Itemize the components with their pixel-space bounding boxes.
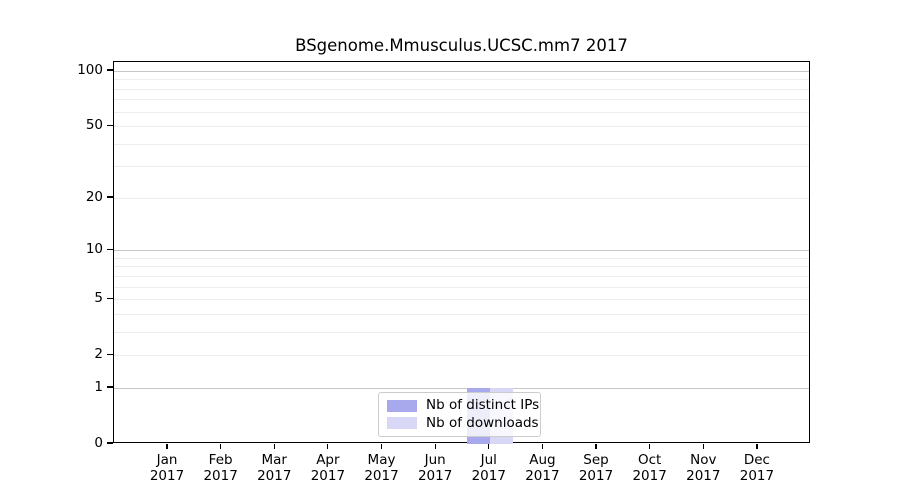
chart-title: BSgenome.Mmusculus.UCSC.mm7 2017 [295,36,628,55]
x-axis-tick-label: May 2017 [364,452,399,484]
plot-area [113,61,810,444]
x-axis-tick-label: Mar 2017 [257,452,292,484]
minor-gridline [114,331,809,333]
minor-gridline [114,197,809,199]
major-gridline [114,387,809,389]
legend-swatch-distinct-ips-icon [387,399,417,412]
minor-gridline [114,286,809,288]
minor-gridline [114,111,809,113]
x-axis-tick-label: Apr 2017 [310,452,346,484]
minor-gridline [114,88,809,90]
x-axis-tick [541,443,543,449]
minor-gridline [114,275,809,277]
x-axis-tick [327,443,329,449]
legend-item-downloads: Nb of downloads [387,415,539,431]
x-axis-tick [434,443,436,449]
y-axis-tick [107,124,113,126]
major-gridline [114,250,809,252]
legend-item-distinct-ips: Nb of distinct IPs [387,398,539,413]
minor-gridline [114,313,809,315]
minor-gridline [114,355,809,357]
y-axis-tick-label: 20 [85,188,103,205]
legend: Nb of distinct IPs Nb of downloads [378,392,541,437]
x-axis-tick-label: Nov 2017 [686,452,721,484]
x-axis-tick-label: Aug 2017 [525,452,560,484]
y-axis-tick [107,69,113,71]
x-axis-tick [488,443,490,449]
minor-gridline [114,166,809,168]
x-axis-tick [595,443,597,449]
legend-label-distinct-ips: Nb of distinct IPs [426,397,540,414]
x-axis-tick [273,443,275,449]
x-axis-tick-label: Jun 2017 [417,452,453,484]
y-axis-tick-label: 0 [94,435,103,451]
y-axis-tick-label: 100 [77,62,103,78]
y-axis-tick-label: 50 [85,117,103,134]
y-axis-tick [107,386,113,388]
x-axis-tick-label: Oct 2017 [632,452,667,484]
y-axis-tick-label: 10 [85,241,103,258]
legend-swatch-downloads-icon [387,417,417,430]
y-axis-tick [107,353,113,355]
minor-gridline [114,79,809,81]
x-axis-tick [166,443,168,449]
y-axis-tick [107,297,113,299]
minor-gridline [114,143,809,145]
y-axis-tick-label: 2 [94,346,103,363]
y-axis-tick [107,442,113,444]
x-axis-tick-label: Feb 2017 [203,452,238,484]
x-axis-tick [649,443,651,449]
x-axis-tick-label: Jul 2017 [471,452,506,484]
x-axis-tick [756,443,758,449]
x-axis-tick-label: Jan 2017 [149,452,185,484]
y-axis-tick [107,248,113,250]
y-axis-tick [107,196,113,198]
x-axis-tick [220,443,222,449]
minor-gridline [114,299,809,301]
x-axis-tick-label: Sep 2017 [578,452,614,484]
minor-gridline [114,257,809,259]
major-gridline [114,71,809,72]
y-axis-tick-label: 1 [94,378,103,395]
x-axis-tick [380,443,383,449]
minor-gridline [114,126,809,128]
x-axis-tick [702,443,704,449]
x-axis-tick-label: Dec 2017 [739,452,775,484]
minor-gridline [114,266,809,268]
legend-label-downloads: Nb of downloads [426,414,539,431]
minor-gridline [114,99,809,101]
y-axis-tick-label: 5 [94,290,103,307]
